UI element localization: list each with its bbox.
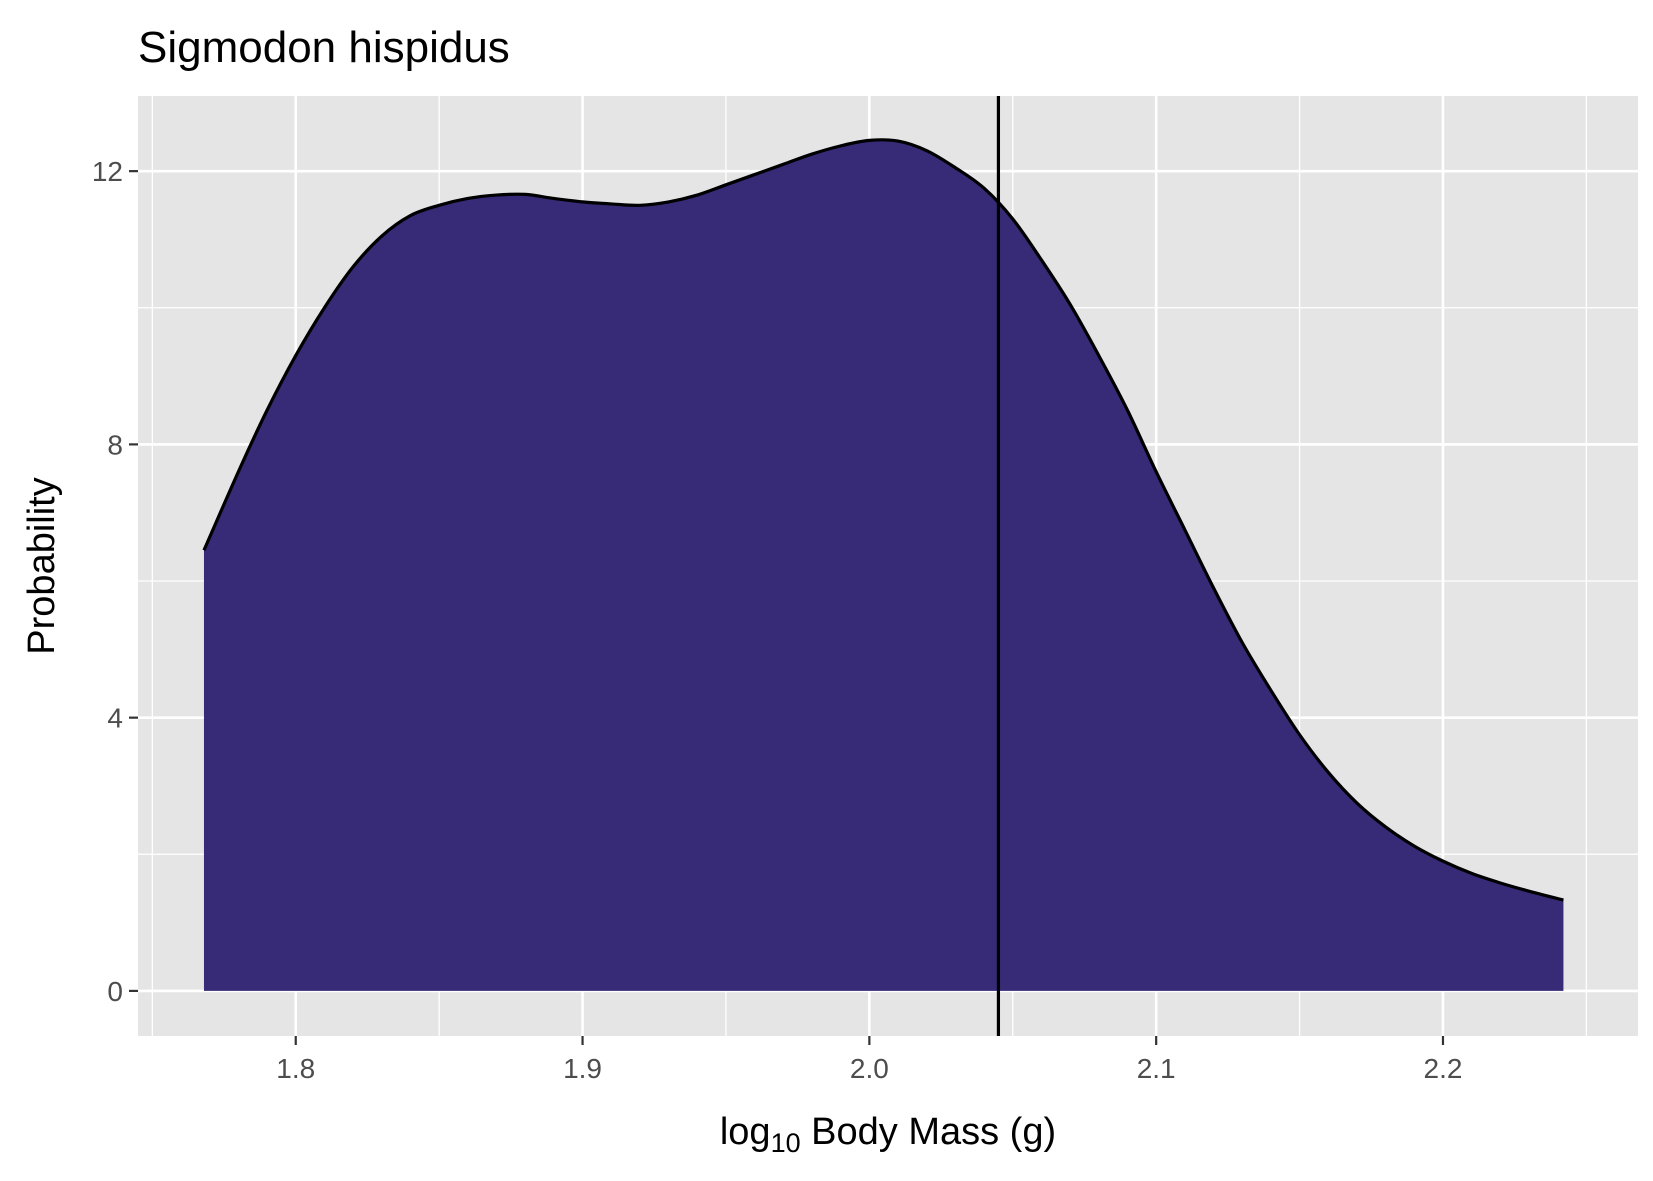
x-axis-label-base: log	[720, 1111, 771, 1153]
x-tick-label: 2.0	[850, 1053, 889, 1084]
x-tick-label: 2.1	[1137, 1053, 1176, 1084]
x-tick-label: 1.9	[563, 1053, 602, 1084]
y-tick-label: 4	[107, 703, 123, 734]
density-area	[203, 139, 1564, 991]
y-tick-label: 12	[92, 156, 123, 187]
density-curve	[202, 138, 1564, 902]
x-tick-label: 1.8	[276, 1053, 315, 1084]
y-tick-label: 0	[107, 976, 123, 1007]
y-tick-label: 8	[107, 429, 123, 460]
density-layer	[202, 138, 1564, 991]
axis-ticks: 1.8 1.9 2.0 2.1 2.2 0 4 8 12	[92, 156, 1463, 1084]
x-axis-label-rest: Body Mass (g)	[801, 1111, 1057, 1153]
y-axis-label: Probability	[21, 477, 63, 654]
chart-title: Sigmodon hispidus	[138, 23, 510, 72]
x-tick-label: 2.2	[1424, 1053, 1463, 1084]
x-axis-label-subscript: 10	[771, 1128, 801, 1158]
x-axis-label: log10 Body Mass (g)	[720, 1111, 1056, 1158]
